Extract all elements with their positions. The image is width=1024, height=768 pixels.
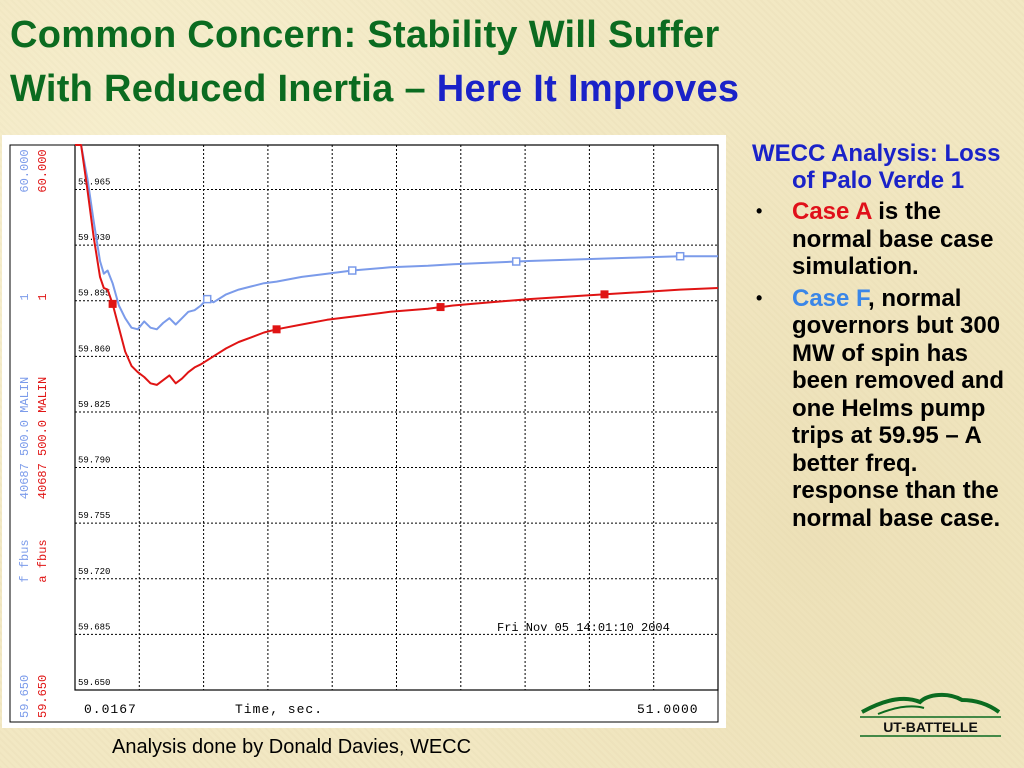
series-marker-red [436,303,445,312]
x-start-label: 0.0167 [84,702,137,717]
slide-title: Common Concern: Stability Will Suffer Wi… [10,8,739,116]
x-axis-label: Time, sec. [235,702,323,717]
legend-red-entry: 40687 500.0 MALIN [36,377,50,499]
vertical-legend: 60.000 1 40687 500.0 MALIN f fbus 59.650 60.0… [18,149,50,718]
legend-blue-entry: 40687 500.0 MALIN [18,377,32,499]
series-line-red [75,144,719,386]
legend-red-entry: 59.650 [36,675,50,718]
y-tick-label: 59.895 [78,289,110,299]
y-tick-label: 59.755 [78,511,110,521]
case-f-text: , normal governors but 300 MW of spin ha… [792,284,1005,532]
analysis-sidebar: WECC Analysis: Loss of Palo Verde 1 • Ca… [752,140,1018,532]
title-line-2: With Reduced Inertia – [10,68,426,110]
title-line-1: Common Concern: Stability Will Suffer [10,14,720,56]
series-marker-blue [348,266,357,275]
chart-series [75,144,719,386]
sidebar-bullets: • Case A is the normal base case simulat… [752,198,1018,532]
y-tick-labels: 59.96559.93059.89559.86059.82559.79059.7… [78,177,110,688]
y-tick-label: 59.965 [78,177,110,187]
series-marker-blue [511,257,521,266]
series-marker-blue [675,251,685,261]
series-marker-red [272,325,281,334]
case-a-label: Case A [792,198,872,225]
bullet-case-a: • Case A is the normal base case simulat… [752,198,1018,281]
chart-grid [75,145,718,691]
credit-line: Analysis done by Donald Davies, WECC [112,736,472,758]
y-tick-label: 59.825 [78,400,110,410]
chart-svg: 59.96559.93059.89559.86059.82559.79059.7… [9,144,719,723]
frequency-chart: 59.965 59.930 59.895 59.860 59.825 59.790 59.7… [2,135,726,728]
logo-mountain-icon: UT-BATTELLE [860,693,1001,737]
series-marker-red [600,290,609,299]
timestamp-label: Fri Nov 05 14:01:10 2004 [497,621,670,635]
title-highlight: Here It Improves [436,68,740,110]
y-tick-label: 59.720 [78,567,110,577]
outer-frame [9,144,719,723]
logo-text: UT-BATTELLE [883,719,978,735]
bullet-icon: • [756,201,763,221]
x-end-label: 51.0000 [637,702,699,717]
ut-battelle-logo: UT-BATTELLE [858,690,1003,740]
legend-blue-entry: 60.000 [18,149,32,192]
y-tick-label: 59.860 [78,344,110,354]
series-marker-red [108,299,117,308]
legend-red-entry: a fbus [36,539,50,582]
bullet-case-f: • Case F, normal governors but 300 MW of… [752,285,1018,533]
sidebar-heading: WECC Analysis: Loss of Palo Verde 1 [752,140,1001,194]
legend-red-entry: 60.000 [36,149,50,192]
legend-blue-entry: 1 [18,293,32,300]
bullet-icon: • [756,287,763,308]
legend-blue-entry: 59.650 [18,675,32,718]
legend-blue-entry: f fbus [18,539,32,582]
case-a-text: is the normal base case simulation. [792,198,994,280]
y-tick-label: 59.685 [78,622,110,632]
case-f-label: Case F [792,284,869,312]
y-tick-label: 59.790 [78,456,110,466]
y-tick-label: 59.650 [78,678,110,688]
series-line-blue [75,144,718,331]
legend-red-entry: 1 [36,293,50,300]
series-marker-blue [202,294,212,304]
